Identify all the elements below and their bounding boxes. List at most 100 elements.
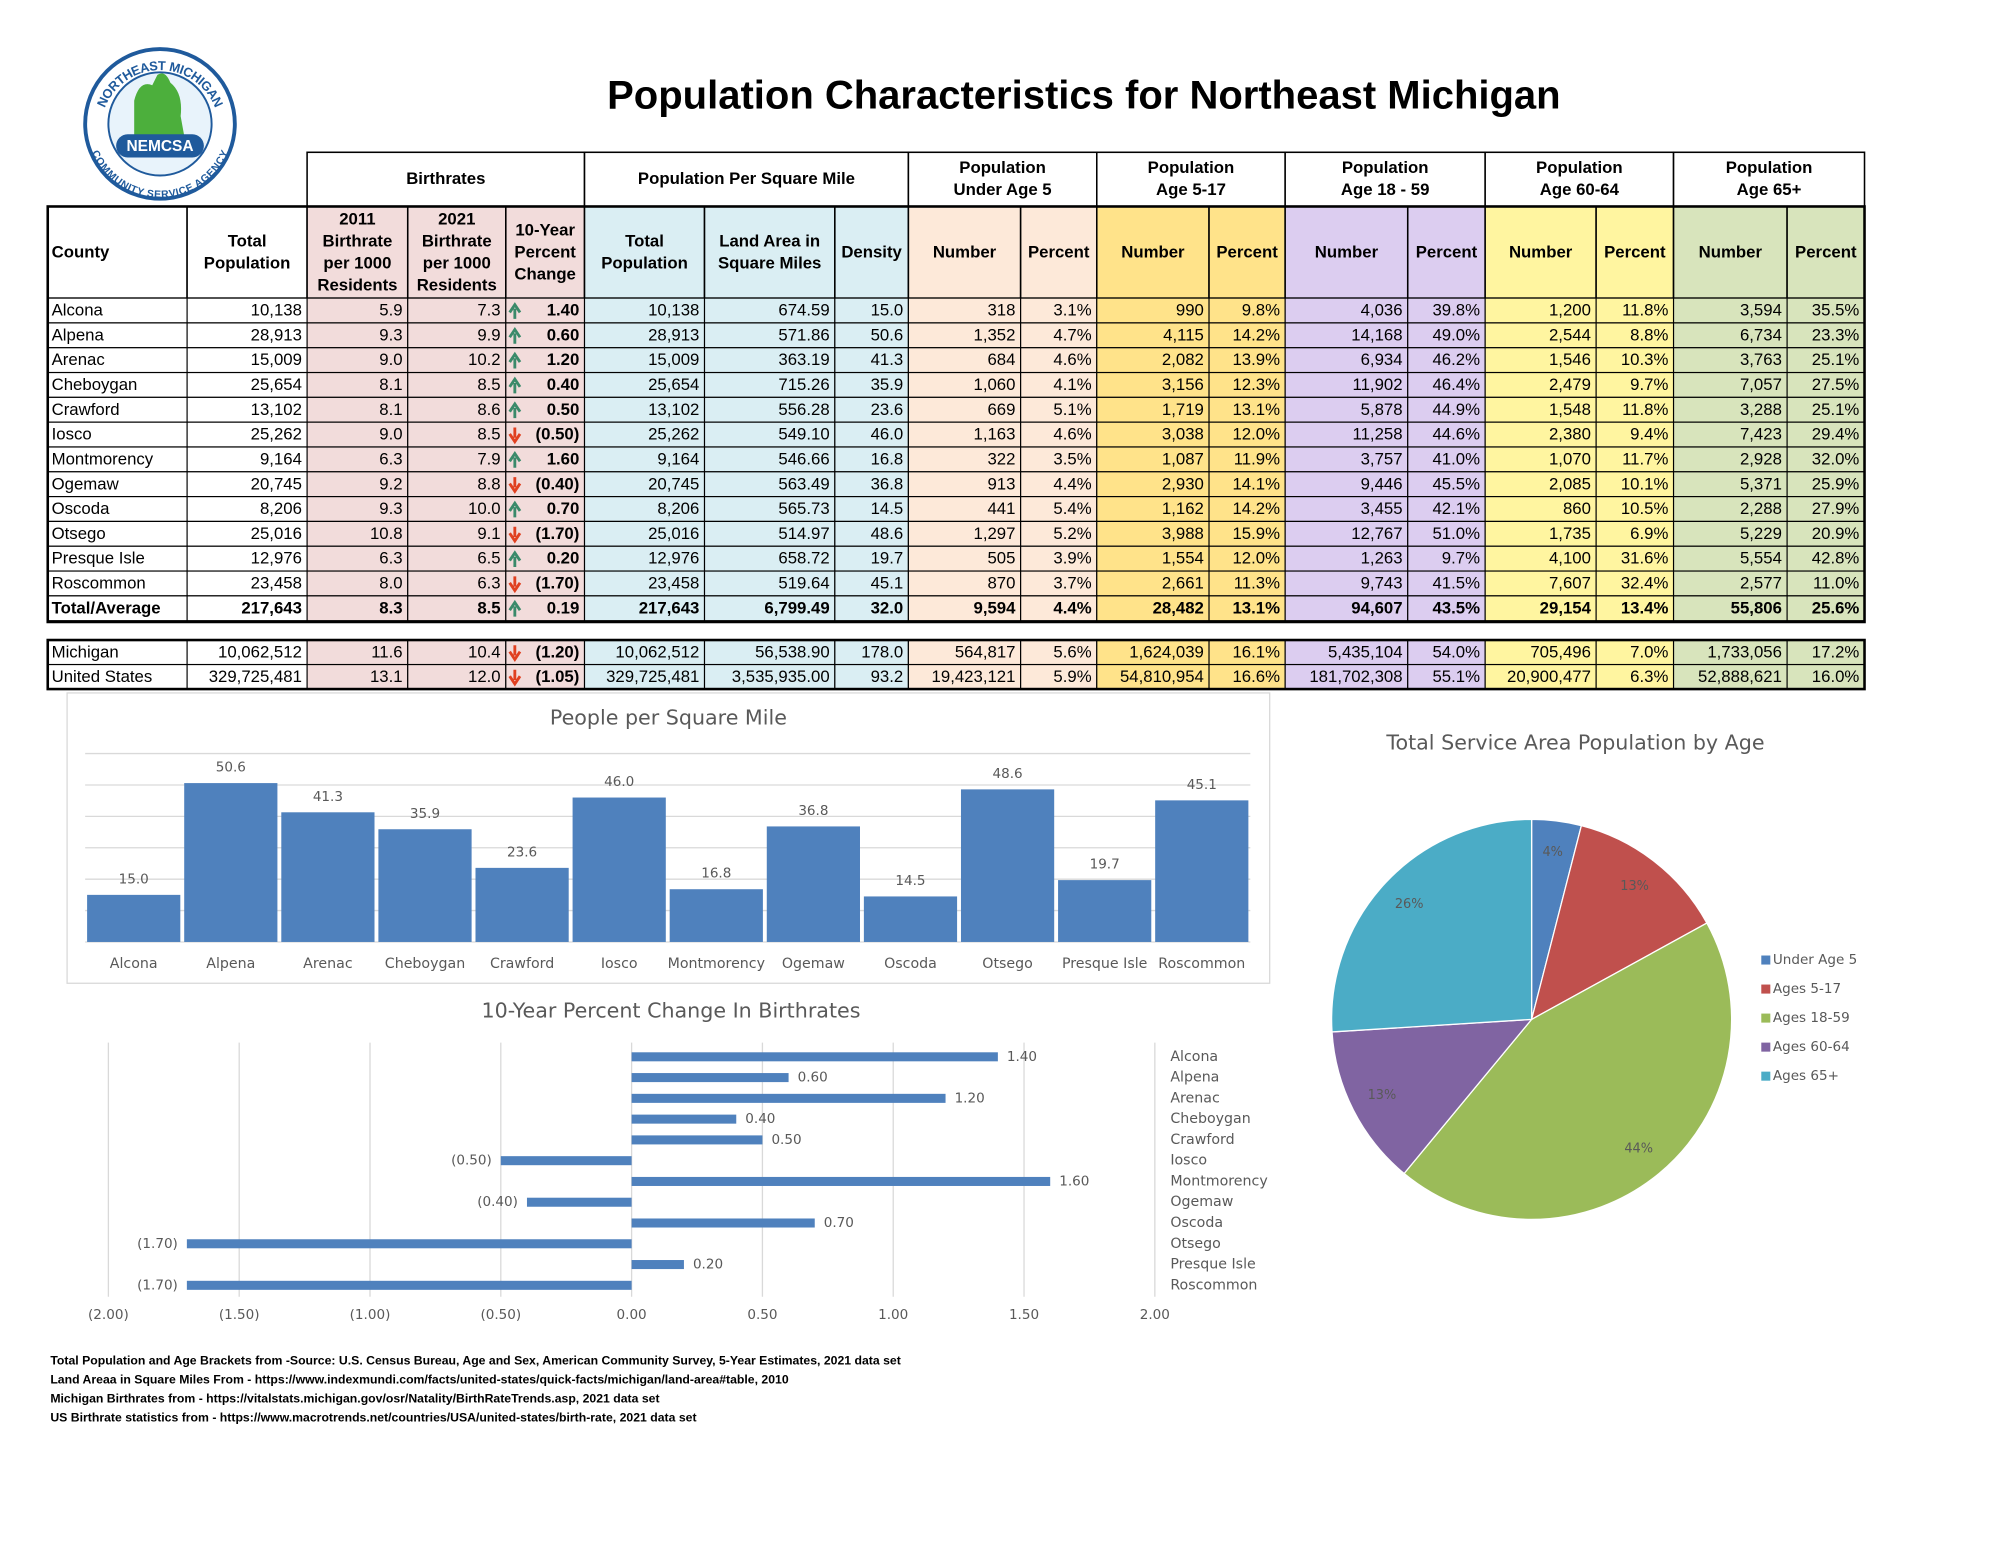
table-cell	[703, 545, 836, 572]
table-value: 35.5%	[1812, 301, 1860, 320]
table-value: 13.4%	[1621, 598, 1669, 617]
table-cell	[1208, 545, 1286, 572]
table-value: 9,594	[974, 598, 1017, 617]
table-value: 9.3	[379, 325, 402, 344]
chart-title: People per Square Mile	[550, 706, 787, 730]
x-tick-label: 2.00	[1140, 1307, 1170, 1323]
table-cell	[703, 496, 836, 523]
up-arrow	[508, 599, 522, 617]
table-value: 15.9%	[1232, 524, 1280, 543]
table-cell	[834, 496, 909, 523]
x-tick-label: (1.00)	[350, 1307, 391, 1323]
data-table: Birthrates Population Per Square Mile Popu…	[46, 151, 1866, 691]
table-value: 27.9%	[1812, 499, 1860, 518]
table-value: 0.40	[547, 375, 580, 394]
table-cell	[47, 545, 188, 572]
column-header: Number	[1699, 242, 1763, 261]
category-label: Crawford	[1170, 1132, 1234, 1148]
table-value: 9,164	[260, 449, 302, 468]
table-value: 990	[1176, 301, 1204, 320]
table-value: 16.6%	[1232, 667, 1280, 686]
table-value: 32.0	[871, 598, 904, 617]
table-value: 9,164	[657, 449, 699, 468]
table-cell	[1407, 347, 1486, 374]
table-cell	[306, 570, 409, 597]
bar	[186, 1280, 632, 1290]
table-cell	[306, 297, 409, 324]
table-cell	[834, 371, 909, 398]
category-label: Oscoda	[1170, 1215, 1223, 1231]
data-label: 0.70	[824, 1215, 854, 1231]
table-cell	[583, 663, 706, 690]
table-cell	[1407, 297, 1486, 324]
table-value: 19.7	[871, 549, 904, 568]
bar	[1058, 880, 1152, 942]
table-value: 0.20	[547, 549, 580, 568]
table-value: 1.20	[547, 350, 580, 369]
chart-title: 10-Year Percent Change In Birthrates	[481, 999, 860, 1023]
table-value: 4.7%	[1053, 325, 1091, 344]
table-value: 4.6%	[1053, 350, 1091, 369]
column-header: 10-Year	[515, 220, 575, 239]
table-cell	[1407, 396, 1486, 423]
bar	[378, 829, 472, 942]
county-name: Otsego	[52, 524, 106, 543]
table-value: (1.70)	[536, 524, 580, 543]
table-value: 11.9%	[1234, 449, 1280, 468]
table-cell	[47, 421, 188, 448]
table-value: 45.1	[871, 574, 904, 593]
table-value: 6.9%	[1630, 524, 1668, 543]
table-value: 25,016	[251, 524, 302, 543]
table-value: 6,799.49	[764, 598, 829, 617]
table-cell	[407, 347, 507, 374]
table-value: 39.8%	[1432, 301, 1480, 320]
bar	[186, 1239, 632, 1249]
table-cell	[47, 347, 188, 374]
table-value: 20,745	[251, 474, 302, 493]
table-value: 3,288	[1740, 400, 1782, 419]
table-cell	[1786, 639, 1866, 666]
table-cell	[186, 595, 308, 622]
table-cell	[1595, 639, 1675, 666]
table-cell	[1208, 595, 1286, 622]
table-value: 15,009	[251, 350, 302, 369]
bar	[631, 1135, 763, 1145]
chart-title: Total Service Area Population by Age	[1385, 730, 1764, 754]
table-cell	[306, 446, 409, 473]
table-cell	[1484, 520, 1597, 547]
table-cell	[1284, 421, 1409, 448]
table-value: 1,546	[1549, 350, 1591, 369]
table-value: 11.0%	[1813, 574, 1859, 593]
table-cell	[1786, 322, 1866, 349]
county-name: Ogemaw	[52, 474, 120, 493]
bar	[526, 1197, 632, 1207]
bar	[572, 797, 666, 942]
table-value: 5.9%	[1053, 667, 1091, 686]
table-cell	[1484, 371, 1597, 398]
table-value: 4.4%	[1053, 474, 1091, 493]
data-label: 41.3	[313, 789, 343, 805]
table-value: 178.0	[861, 642, 903, 661]
table-cell	[186, 371, 308, 398]
legend-label: Ages 65+	[1773, 1068, 1839, 1084]
table-value: 8.5	[477, 375, 500, 394]
x-tick-label: Otsego	[982, 956, 1033, 972]
table-cell	[407, 471, 507, 498]
table-value: 9.4%	[1630, 425, 1668, 444]
bar	[631, 1052, 998, 1062]
table-value: 10.8	[370, 524, 403, 543]
table-cell	[1020, 322, 1098, 349]
table-cell	[1208, 347, 1286, 374]
logo-mitten	[134, 73, 186, 145]
legend-swatch	[1761, 1071, 1771, 1081]
table-value: 1,733,056	[1707, 642, 1782, 661]
table-value: 2,380	[1549, 425, 1591, 444]
table-value: 870	[987, 574, 1015, 593]
table-value: 4.6%	[1053, 425, 1091, 444]
table-value: 860	[1563, 499, 1591, 518]
table-value: 658.72	[778, 549, 829, 568]
table-value: 3.5%	[1053, 449, 1091, 468]
table-cell	[186, 570, 308, 597]
table-value: 5,554	[1740, 549, 1782, 568]
table-value: 44.6%	[1432, 425, 1480, 444]
